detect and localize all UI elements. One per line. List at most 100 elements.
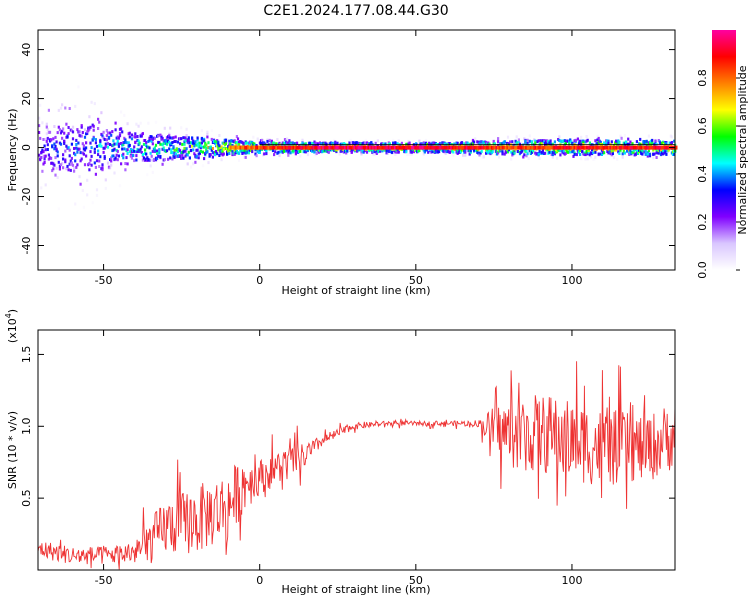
spectrogram-cell <box>157 134 160 138</box>
spectrogram-core-cell <box>415 145 419 150</box>
spectrogram-cell <box>148 146 151 150</box>
spectrogram-core-cell <box>265 145 269 150</box>
spectrogram-core-cell <box>383 145 386 150</box>
spectrogram-cell <box>633 153 636 157</box>
spectrogram-cell <box>163 158 166 162</box>
spectrogram-cell <box>265 143 268 147</box>
spectrogram-cell <box>224 142 228 146</box>
spectrogram-cell <box>299 149 302 153</box>
spectrogram-cell <box>48 130 52 134</box>
spectrogram-cell <box>50 138 53 142</box>
spectrogram-cell <box>572 149 575 153</box>
spectrogram-core-cell <box>598 145 601 150</box>
spectrogram-core-cell <box>248 145 252 150</box>
spectrogram-core-cell <box>303 145 306 150</box>
spectrogram-core-cell <box>233 145 236 150</box>
spectrogram-core-cell <box>456 145 459 150</box>
spectrogram-core-cell <box>498 145 502 150</box>
spectrogram-cell <box>161 136 164 140</box>
spectrogram-core-cell <box>373 145 377 150</box>
x-tick-label: 50 <box>409 574 423 587</box>
spectrogram-cell <box>612 143 616 147</box>
spectrogram-core-cell <box>472 145 475 150</box>
spectrogram-cell <box>639 149 642 153</box>
spectrogram-cell <box>592 151 595 154</box>
spectrogram-cell <box>111 149 114 153</box>
spectrogram-core-cell <box>339 145 342 150</box>
spectrogram-cell <box>315 152 318 155</box>
spectrogram-core-cell <box>554 145 558 150</box>
spectrogram-cell <box>146 173 149 177</box>
spectrogram-cell <box>601 148 605 152</box>
spectrogram-cell <box>67 126 70 129</box>
spectrogram-cell <box>438 150 441 154</box>
spectrogram-cell <box>51 145 54 149</box>
spectrogram-cell <box>273 153 276 157</box>
spectrogram-cell <box>117 154 120 158</box>
spectrogram-cell <box>665 152 668 156</box>
y-tick-label: 0 <box>20 144 33 151</box>
spectrogram-cell <box>193 144 196 148</box>
spectrogram-cell <box>151 138 154 142</box>
spectrogram-cell <box>663 151 666 155</box>
spectrogram-cell <box>594 155 597 159</box>
spectrogram-core-cell <box>337 145 341 150</box>
spectrogram-cell <box>191 136 194 140</box>
spectrogram-cell <box>448 150 452 154</box>
spectrogram-cell <box>122 156 125 160</box>
x-tick-label: -50 <box>95 274 113 287</box>
spectrogram-cell <box>586 138 589 142</box>
spectrogram-core-cell <box>425 145 428 150</box>
spectrogram-cell <box>116 158 119 162</box>
spectrogram-cell <box>289 151 292 155</box>
spectrogram-cell <box>488 142 491 146</box>
spectrogram-core-cell <box>247 145 250 150</box>
spectrogram-cell <box>498 155 501 159</box>
spectrogram-cell <box>621 152 624 156</box>
spectrogram-cell <box>285 138 288 142</box>
spectrogram-cell <box>74 104 77 108</box>
spectrogram-cell <box>193 152 196 156</box>
spectrogram-cell <box>138 141 141 145</box>
spectrogram-cell <box>64 149 67 153</box>
spectrogram-core-cell <box>581 145 584 150</box>
spectrogram-core-cell <box>397 145 400 150</box>
spectrogram-core-cell <box>344 145 347 150</box>
spectrogram-cell <box>115 153 118 157</box>
spectrogram-cell <box>381 149 384 153</box>
spectrogram-cell <box>333 138 336 142</box>
spectrogram-cell <box>364 138 367 142</box>
spectrogram-cell <box>168 134 171 138</box>
spectrogram-core-cell <box>493 145 497 150</box>
spectrogram-cell <box>365 150 369 154</box>
spectrogram-cell <box>268 139 271 143</box>
spectrogram-cell <box>71 125 75 129</box>
spectrogram-cell <box>384 142 387 146</box>
spectrogram-cell <box>124 138 127 142</box>
spectrogram-core-cell <box>653 145 656 150</box>
spectrogram-cell <box>408 153 411 156</box>
spectrogram-cell <box>173 148 176 152</box>
spectrogram-cell <box>55 166 58 170</box>
spectrogram-cell <box>577 142 581 146</box>
spectrogram-cell <box>199 146 202 150</box>
spectrogram-cell <box>121 130 124 134</box>
spectrogram-cell <box>51 169 54 173</box>
spectrogram-cell <box>157 154 160 158</box>
spectrogram-core-cell <box>356 145 359 150</box>
spectrogram-cell <box>605 142 608 146</box>
spectrogram-cell <box>74 153 77 157</box>
spectrogram-cell <box>514 139 517 143</box>
spectrogram-cell <box>140 134 143 138</box>
spectrogram-core-cell <box>448 145 452 150</box>
spectrogram-cell <box>580 157 583 161</box>
spectrogram-cell <box>137 139 140 143</box>
spectrogram-cell <box>473 140 476 144</box>
spectrogram-core-cell <box>420 145 423 150</box>
spectrogram-cell <box>53 163 56 167</box>
spectrogram-core-cell <box>523 145 527 150</box>
spectrogram-cell <box>172 145 175 149</box>
colorbar-tick-label: 0.0 <box>696 261 709 279</box>
spectrogram-core-cell <box>517 145 520 150</box>
spectrogram-cell <box>53 147 56 151</box>
